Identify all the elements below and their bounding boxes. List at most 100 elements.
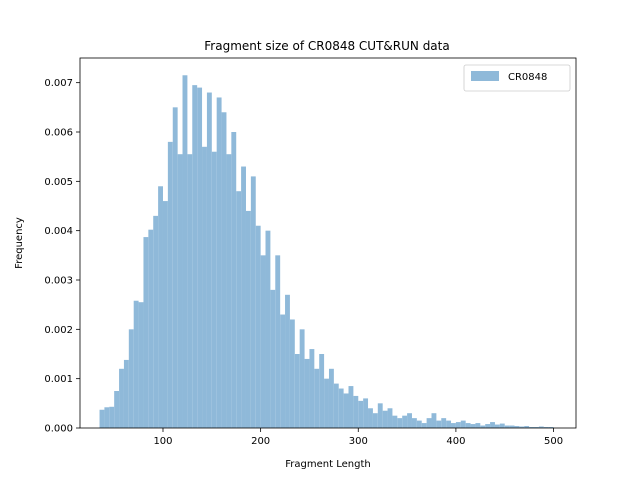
histogram-bar [426,418,432,428]
histogram-bar [319,354,325,428]
histogram-bar [299,329,305,428]
histogram-bar [451,423,456,428]
histogram-bar [543,427,549,428]
histogram-bar [99,409,105,428]
histogram-bar [314,368,320,428]
legend-swatch [471,71,499,81]
histogram-bar [416,420,422,428]
histogram-bar [153,215,159,428]
histogram-bar [333,383,339,428]
histogram-bar [123,359,129,428]
histogram-bar [138,302,144,428]
histogram-bar [285,294,290,428]
histogram-bar [250,176,256,428]
histogram-bar [470,424,476,428]
bars-group [99,75,554,429]
histogram-bar [324,378,329,428]
y-tick-label: 0.006 [44,128,73,139]
histogram-bar [143,237,149,428]
histogram-bar [421,423,427,428]
x-tick-label: 500 [544,436,563,447]
histogram-bar [387,408,393,428]
histogram-bar [182,75,188,429]
histogram-bar [392,415,398,428]
histogram-bar [465,423,471,428]
histogram-bar [245,210,251,428]
histogram-bar [162,201,168,428]
y-tick-label: 0.007 [44,78,73,89]
histogram-bar [133,300,139,428]
histogram-bar [504,425,510,428]
x-tick-label: 100 [153,436,172,447]
histogram-bar [221,112,227,429]
histogram-bar [241,166,246,428]
histogram-bar [475,423,481,428]
histogram-bar [226,154,232,428]
histogram-bar [382,410,388,428]
histogram-bar [490,422,495,428]
histogram-bar [402,415,408,428]
histogram-bar [368,408,373,428]
histogram-bar [519,426,525,428]
histogram-bar [309,349,315,428]
histogram-bar [270,289,276,428]
histogram-bar [509,425,515,428]
histogram-bar [177,154,183,428]
x-tick-label: 300 [349,436,368,447]
histogram-bar [172,107,178,428]
y-axis-label: Frequency [14,217,25,269]
y-tick-label: 0.000 [44,424,73,435]
histogram-bar [499,423,505,428]
x-axis-ticks: 100 200 300 400 500 [153,428,563,447]
histogram-bar [158,186,163,428]
y-tick-label: 0.005 [44,177,73,188]
histogram-bar [197,87,203,428]
histogram-bar [338,388,344,428]
histogram-bar [480,425,486,428]
histogram-bar [446,420,452,428]
histogram-bar [128,329,134,428]
histogram-bar [431,413,437,428]
histogram-bar [343,393,349,428]
histogram-bar [202,146,207,429]
histogram-bar [167,141,173,428]
histogram-bar [104,407,110,428]
histogram-bar [397,418,403,428]
y-tick-label: 0.002 [44,325,73,336]
histogram-bar [348,386,354,428]
histogram-bar [328,368,334,428]
histogram-bar [187,154,193,428]
histogram-bar [255,225,261,428]
histogram-bar [363,398,369,428]
histogram-bar [114,391,120,428]
histogram-bar [304,358,310,428]
histogram-bar [192,85,198,428]
histogram-bar [206,92,212,428]
histogram-bar [548,427,554,428]
x-tick-label: 400 [446,436,465,447]
y-tick-label: 0.004 [44,226,73,237]
histogram-bar [236,191,242,428]
histogram-bar [441,418,447,428]
histogram-bar [353,395,359,428]
histogram-bar [265,230,271,428]
histogram-bar [211,151,217,429]
histogram-bar [372,413,378,428]
histogram-bar [260,255,266,428]
y-axis-ticks: 0.000 0.001 0.002 0.003 0.004 0.005 0.006 0.007 [44,78,80,435]
histogram-bar [529,427,535,428]
histogram-bar [534,427,539,428]
histogram-bar [275,255,281,428]
histogram-bar [494,424,500,428]
histogram-bar [148,229,154,428]
histogram-bar [280,314,286,428]
histogram-bar [538,426,544,428]
histogram-bar [514,426,520,428]
histogram-bar [358,400,364,428]
y-tick-label: 0.001 [44,374,73,385]
histogram-bar [411,418,417,428]
histogram-bar [460,420,466,428]
histogram-bar [294,354,300,428]
histogram-bar [377,403,383,428]
